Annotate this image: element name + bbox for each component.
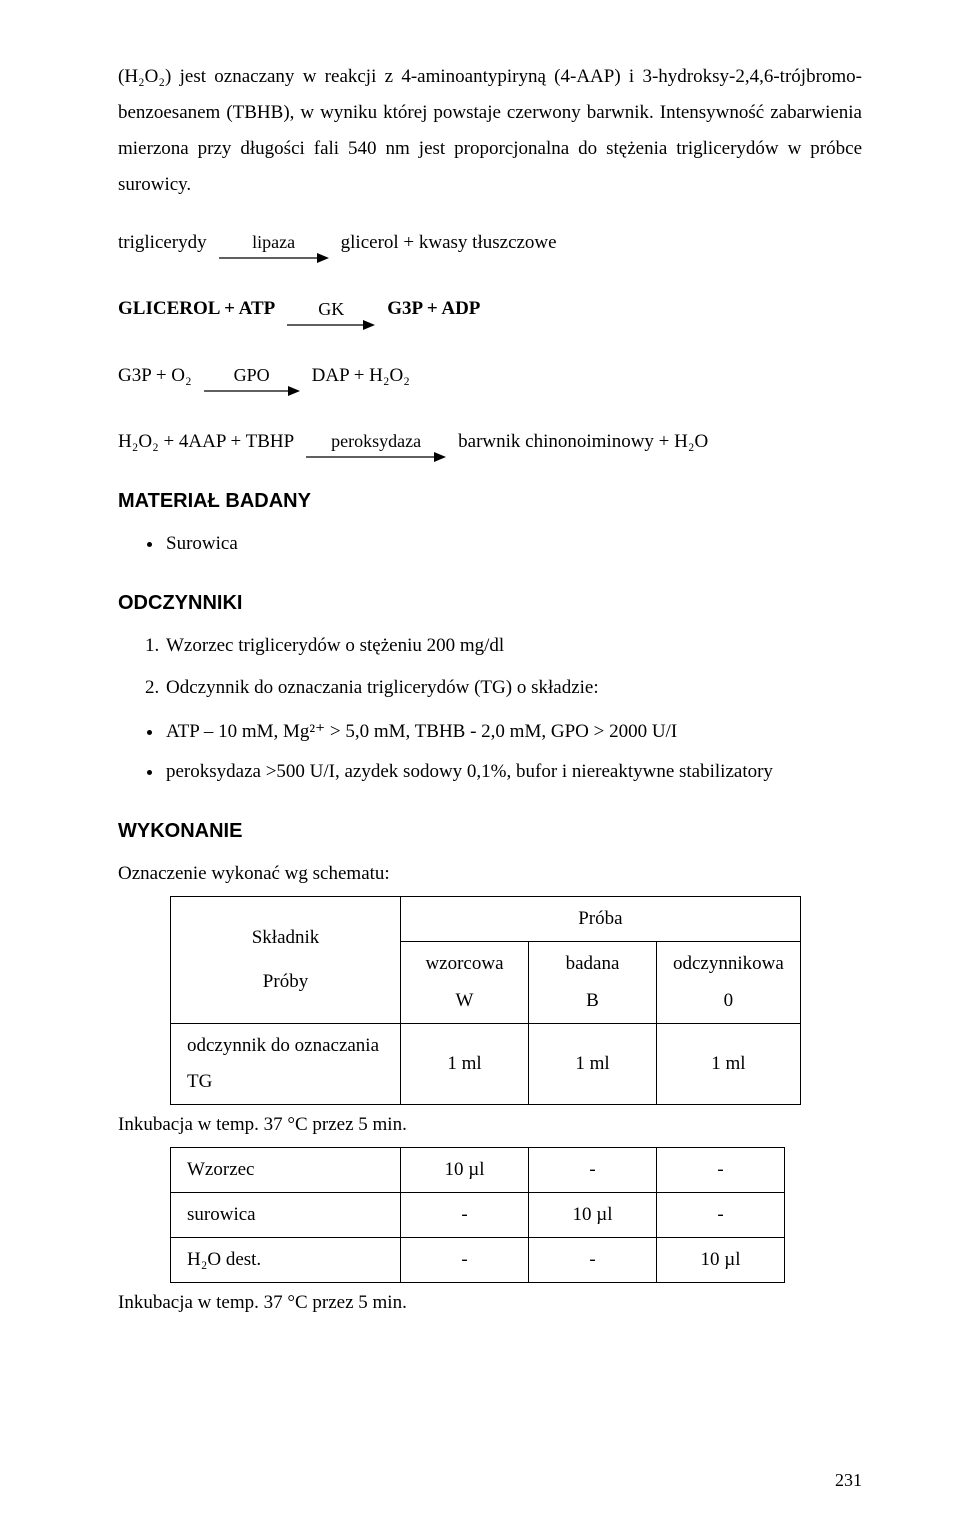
- table-cell: -: [401, 1192, 529, 1237]
- arrow-wrapper: GPO: [204, 366, 300, 397]
- arrow-icon: [204, 385, 300, 397]
- procedure-intro: Oznaczenie wykonać wg schematu:: [118, 856, 862, 892]
- reaction-4: H₂O₂ + 4AAP + TBHP peroksydaza barwnik c…: [118, 424, 862, 460]
- procedure-heading: WYKONANIE: [118, 812, 862, 850]
- arrow-icon: [219, 252, 329, 264]
- arrow-label: peroksydaza: [331, 432, 421, 450]
- table-cell: -: [529, 1238, 657, 1283]
- table-cell: Składnik Próby: [171, 897, 401, 1023]
- reaction-right: G3P + ADP: [387, 291, 480, 327]
- table-cell: badanaB: [529, 942, 657, 1023]
- table-cell: odczynnik do oznaczania TG: [171, 1023, 401, 1104]
- table-row: Wzorzec 10 µl - -: [171, 1147, 785, 1192]
- reaction-3: G3P + O₂ GPO DAP + H₂O₂: [118, 358, 862, 394]
- reaction-left: G3P + O₂: [118, 358, 192, 394]
- table-row: Składnik Próby Próba: [171, 897, 801, 942]
- table-cell: H₂O dest.: [171, 1238, 401, 1283]
- reaction-left: triglicerydy: [118, 225, 207, 261]
- table-cell: odczynnikowa0: [657, 942, 801, 1023]
- arrow-icon: [306, 451, 446, 463]
- reaction-right: DAP + H₂O₂: [312, 358, 410, 394]
- list-item: ATP – 10 mM, Mg²⁺ > 5,0 mM, TBHB - 2,0 m…: [164, 714, 862, 750]
- list-item: peroksydaza >500 U/I, azydek sodowy 0,1%…: [164, 754, 862, 790]
- list-item: Odczynnik do oznaczania triglicerydów (T…: [164, 670, 862, 706]
- list-item: Surowica: [164, 526, 862, 562]
- table-cell: wzorcowaW: [401, 942, 529, 1023]
- arrow-wrapper: GK: [287, 300, 375, 331]
- reagents-heading: ODCZYNNIKI: [118, 584, 862, 622]
- arrow-wrapper: lipaza: [219, 233, 329, 264]
- arrow-wrapper: peroksydaza: [306, 432, 446, 463]
- table-row: surowica - 10 µl -: [171, 1192, 785, 1237]
- list-item: Wzorzec triglicerydów o stężeniu 200 mg/…: [164, 628, 862, 664]
- table-row: H₂O dest. - - 10 µl: [171, 1238, 785, 1283]
- table-cell: surowica: [171, 1192, 401, 1237]
- table-cell: 10 µl: [657, 1238, 785, 1283]
- arrow-label: GK: [318, 300, 344, 318]
- table-cell: Próba: [401, 897, 801, 942]
- table-cell: 1 ml: [529, 1023, 657, 1104]
- table-row: odczynnik do oznaczania TG 1 ml 1 ml 1 m…: [171, 1023, 801, 1104]
- page-number: 231: [835, 1463, 862, 1497]
- table-cell: 1 ml: [657, 1023, 801, 1104]
- procedure-table-2: Wzorzec 10 µl - - surowica - 10 µl - H₂O…: [170, 1147, 785, 1283]
- table-cell: -: [401, 1238, 529, 1283]
- arrow-label: GPO: [234, 366, 270, 384]
- table-cell: -: [529, 1147, 657, 1192]
- reaction-2: GLICEROL + ATP GK G3P + ADP: [118, 291, 862, 327]
- reaction-right: glicerol + kwasy tłuszczowe: [341, 225, 557, 261]
- incubation-note-2: Inkubacja w temp. 37 °C przez 5 min.: [118, 1285, 862, 1321]
- incubation-note-1: Inkubacja w temp. 37 °C przez 5 min.: [118, 1107, 862, 1143]
- table-cell: -: [657, 1147, 785, 1192]
- intro-paragraph: (H₂O₂) jest oznaczany w reakcji z 4-amin…: [118, 59, 862, 203]
- arrow-label: lipaza: [252, 233, 295, 251]
- table-cell: 1 ml: [401, 1023, 529, 1104]
- table-cell: 10 µl: [401, 1147, 529, 1192]
- reaction-left: GLICEROL + ATP: [118, 291, 275, 327]
- table-cell: -: [657, 1192, 785, 1237]
- reaction-left: H₂O₂ + 4AAP + TBHP: [118, 424, 294, 460]
- table-cell: Wzorzec: [171, 1147, 401, 1192]
- material-heading: MATERIAŁ BADANY: [118, 482, 862, 520]
- reaction-right: barwnik chinonoiminowy + H₂O: [458, 424, 708, 460]
- arrow-icon: [287, 319, 375, 331]
- procedure-table-1: Składnik Próby Próba wzorcowaW badanaB o…: [170, 896, 801, 1104]
- table-cell: 10 µl: [529, 1192, 657, 1237]
- reaction-1: triglicerydy lipaza glicerol + kwasy tłu…: [118, 225, 862, 261]
